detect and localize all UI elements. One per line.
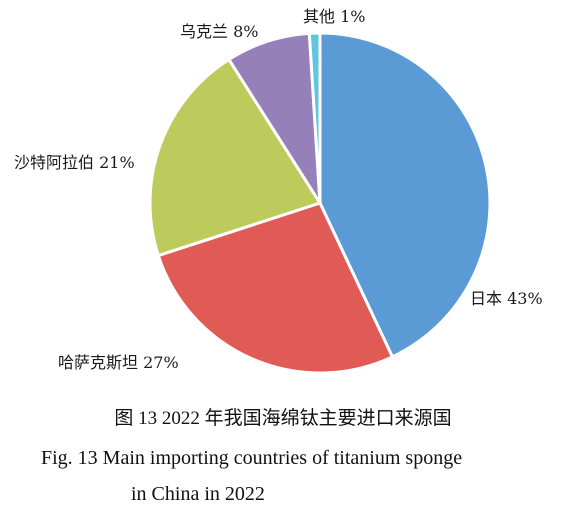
slice-label-2: 沙特阿拉伯 21%: [14, 153, 135, 172]
slice-label-4: 其他 1%: [303, 7, 365, 26]
slice-label-3: 乌克兰 8%: [180, 22, 258, 41]
pie-slice-2: [148, 57, 322, 258]
slice-label-0: 日本 43%: [470, 289, 543, 308]
slice-label-1: 哈萨克斯坦 27%: [58, 353, 179, 372]
pie-labels: 日本 43% 哈萨克斯坦 27% 沙特阿拉伯 21% 乌克兰 8% 其他 1%: [14, 7, 543, 372]
pie-slices: [148, 31, 492, 375]
pie-slice-4: [307, 31, 322, 205]
pie-slice-1: [156, 201, 394, 375]
figure-caption-english-line1: Fig. 13 Main importing countries of tita…: [41, 447, 463, 469]
pie-chart: 日本 43% 哈萨克斯坦 27% 沙特阿拉伯 21% 乌克兰 8% 其他 1%: [14, 7, 543, 375]
pie-slice-0: [318, 31, 492, 359]
figure-caption-chinese: 图 13 2022 年我国海绵钛主要进口来源国: [114, 408, 452, 429]
figure-caption-english-line2: in China in 2022: [131, 483, 265, 505]
